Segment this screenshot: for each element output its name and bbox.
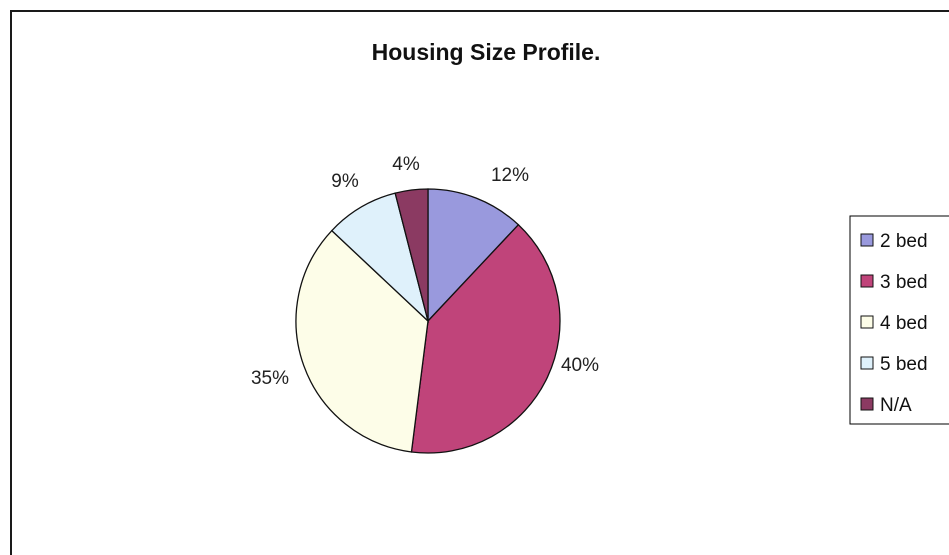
legend-swatch: [860, 397, 874, 411]
legend-label: 4 bed: [880, 313, 928, 334]
slice-percent-label: 4%: [392, 154, 420, 175]
chart-title: Housing Size Profile.: [372, 39, 601, 65]
legend: 2 bed 3 bed 4 bed 5 bed N/A: [849, 215, 949, 425]
legend-swatch: [860, 315, 874, 329]
pie-slice-2-bed: [427, 188, 520, 323]
legend-swatch: [860, 233, 874, 247]
chart-frame: [10, 10, 949, 555]
legend-label: N/A: [880, 395, 912, 416]
pie-slice-3-bed: [410, 223, 561, 454]
pie: [295, 188, 561, 454]
slice-labels: 12% 40% 35% 9% 4%: [251, 154, 599, 389]
slice-percent-label: 40%: [561, 355, 599, 376]
legend-swatch: [860, 274, 874, 288]
slice-percent-label: 12%: [491, 165, 529, 186]
legend-label: 3 bed: [880, 272, 928, 293]
pie-slice-n-a: [394, 188, 429, 322]
legend-swatch: [860, 356, 874, 370]
slice-percent-label: 9%: [331, 171, 359, 192]
pie-slice-4-bed: [295, 229, 429, 453]
slice-percent-label: 35%: [251, 368, 289, 389]
legend-label: 5 bed: [880, 354, 928, 375]
legend-label: 2 bed: [880, 231, 928, 252]
